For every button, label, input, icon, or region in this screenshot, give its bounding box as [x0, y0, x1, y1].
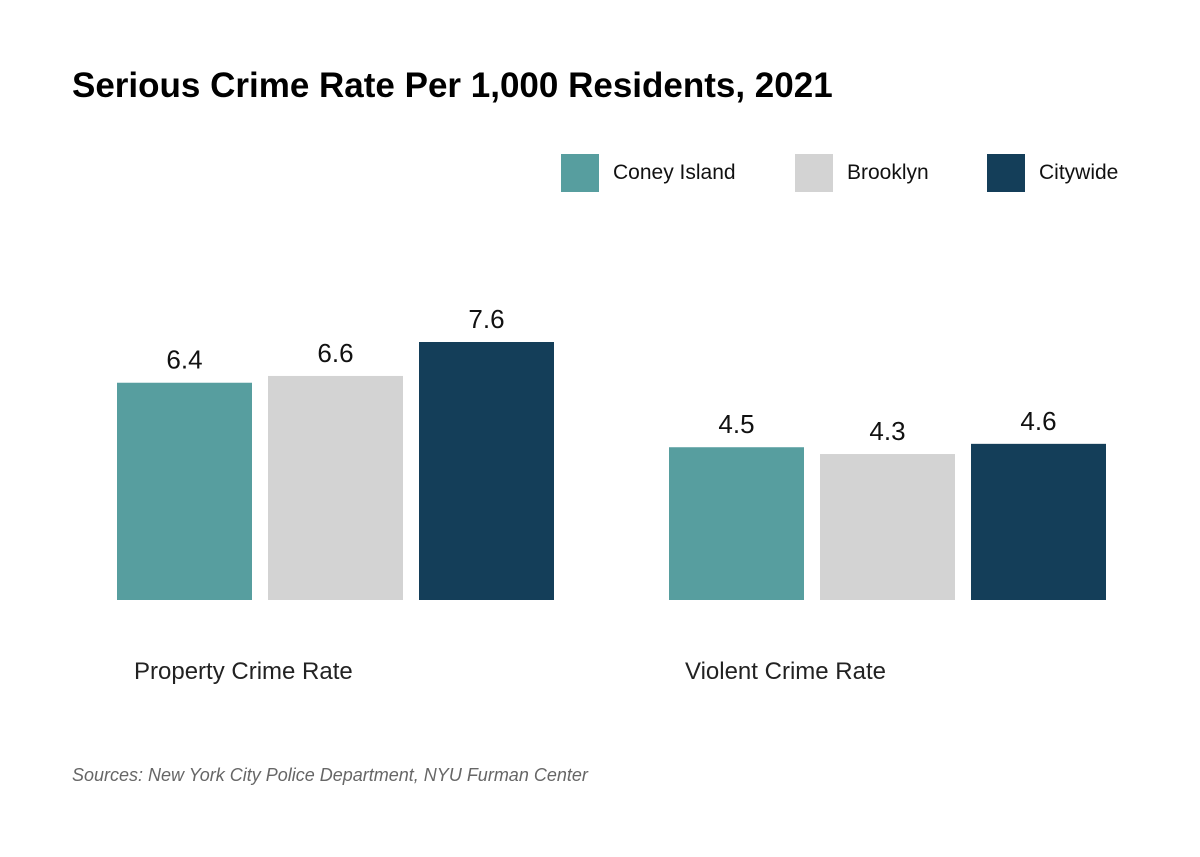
data-label: 6.4 [166, 345, 202, 375]
data-label: 4.6 [1020, 406, 1056, 436]
source-note: Sources: New York City Police Department… [72, 765, 588, 785]
legend-item: Coney Island [561, 154, 736, 192]
legend-label: Brooklyn [847, 161, 929, 184]
bar-citywide-0 [419, 342, 554, 600]
category-label: Violent Crime Rate [685, 658, 886, 685]
legend-label: Citywide [1039, 161, 1119, 184]
data-label: 4.3 [869, 416, 905, 446]
legend-swatch [561, 154, 599, 192]
data-label: 6.6 [317, 338, 353, 368]
data-label: 7.6 [468, 304, 504, 334]
bar-citywide-1 [971, 443, 1106, 600]
legend-item: Citywide [987, 154, 1118, 192]
legend-swatch [795, 154, 833, 192]
legend-item: Brooklyn [795, 154, 929, 192]
chart-title: Serious Crime Rate Per 1,000 Residents, … [72, 66, 833, 105]
bar-coney-island-1 [669, 447, 804, 600]
category-label: Property Crime Rate [134, 658, 353, 685]
data-label: 4.5 [718, 409, 754, 439]
bar-brooklyn-1 [820, 454, 955, 600]
legend: Coney Island Brooklyn Citywide [0, 154, 1200, 194]
bar-brooklyn-0 [268, 375, 403, 600]
legend-label: Coney Island [613, 161, 736, 184]
bar-coney-island-0 [117, 382, 252, 600]
legend-swatch [987, 154, 1025, 192]
